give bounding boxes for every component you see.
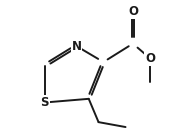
Text: S: S — [40, 96, 49, 109]
Text: O: O — [128, 5, 138, 18]
Text: N: N — [71, 40, 81, 53]
Text: O: O — [145, 52, 155, 65]
